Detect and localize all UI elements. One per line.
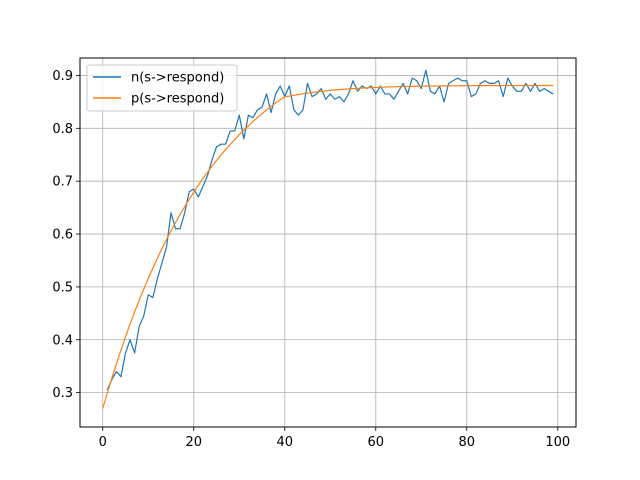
legend-label-1: n(s->respond): [131, 71, 224, 86]
x-tick-label: 20: [185, 435, 202, 450]
x-tick-label: 100: [545, 435, 570, 450]
y-axis: 0.3 0.4 0.5 0.6 0.7 0.8 0.9: [52, 69, 80, 401]
plot-series: [102, 69, 554, 409]
y-tick-label: 0.4: [52, 333, 73, 348]
legend: n(s->respond) p(s->respond): [86, 64, 238, 112]
axes-frame: [79, 57, 577, 428]
y-tick-label: 0.5: [52, 280, 73, 295]
x-tick-label: 40: [276, 435, 293, 450]
series-line-2: [102, 84, 554, 409]
legend-label-2: p(s->respond): [131, 92, 224, 107]
x-tick-label: 60: [368, 435, 385, 450]
grid-lines: [80, 58, 576, 427]
y-tick-label: 0.7: [52, 175, 73, 190]
x-tick-label: 80: [459, 435, 476, 450]
y-tick-label: 0.9: [52, 69, 73, 84]
x-tick-label: 0: [99, 435, 107, 450]
y-tick-label: 0.6: [52, 228, 73, 243]
y-tick-label: 0.8: [52, 122, 73, 137]
y-tick-label: 0.3: [52, 386, 73, 401]
legend-box: [86, 64, 238, 112]
series-line-1: [106, 69, 554, 391]
x-axis: 0 20 40 60 80 100: [99, 427, 570, 450]
